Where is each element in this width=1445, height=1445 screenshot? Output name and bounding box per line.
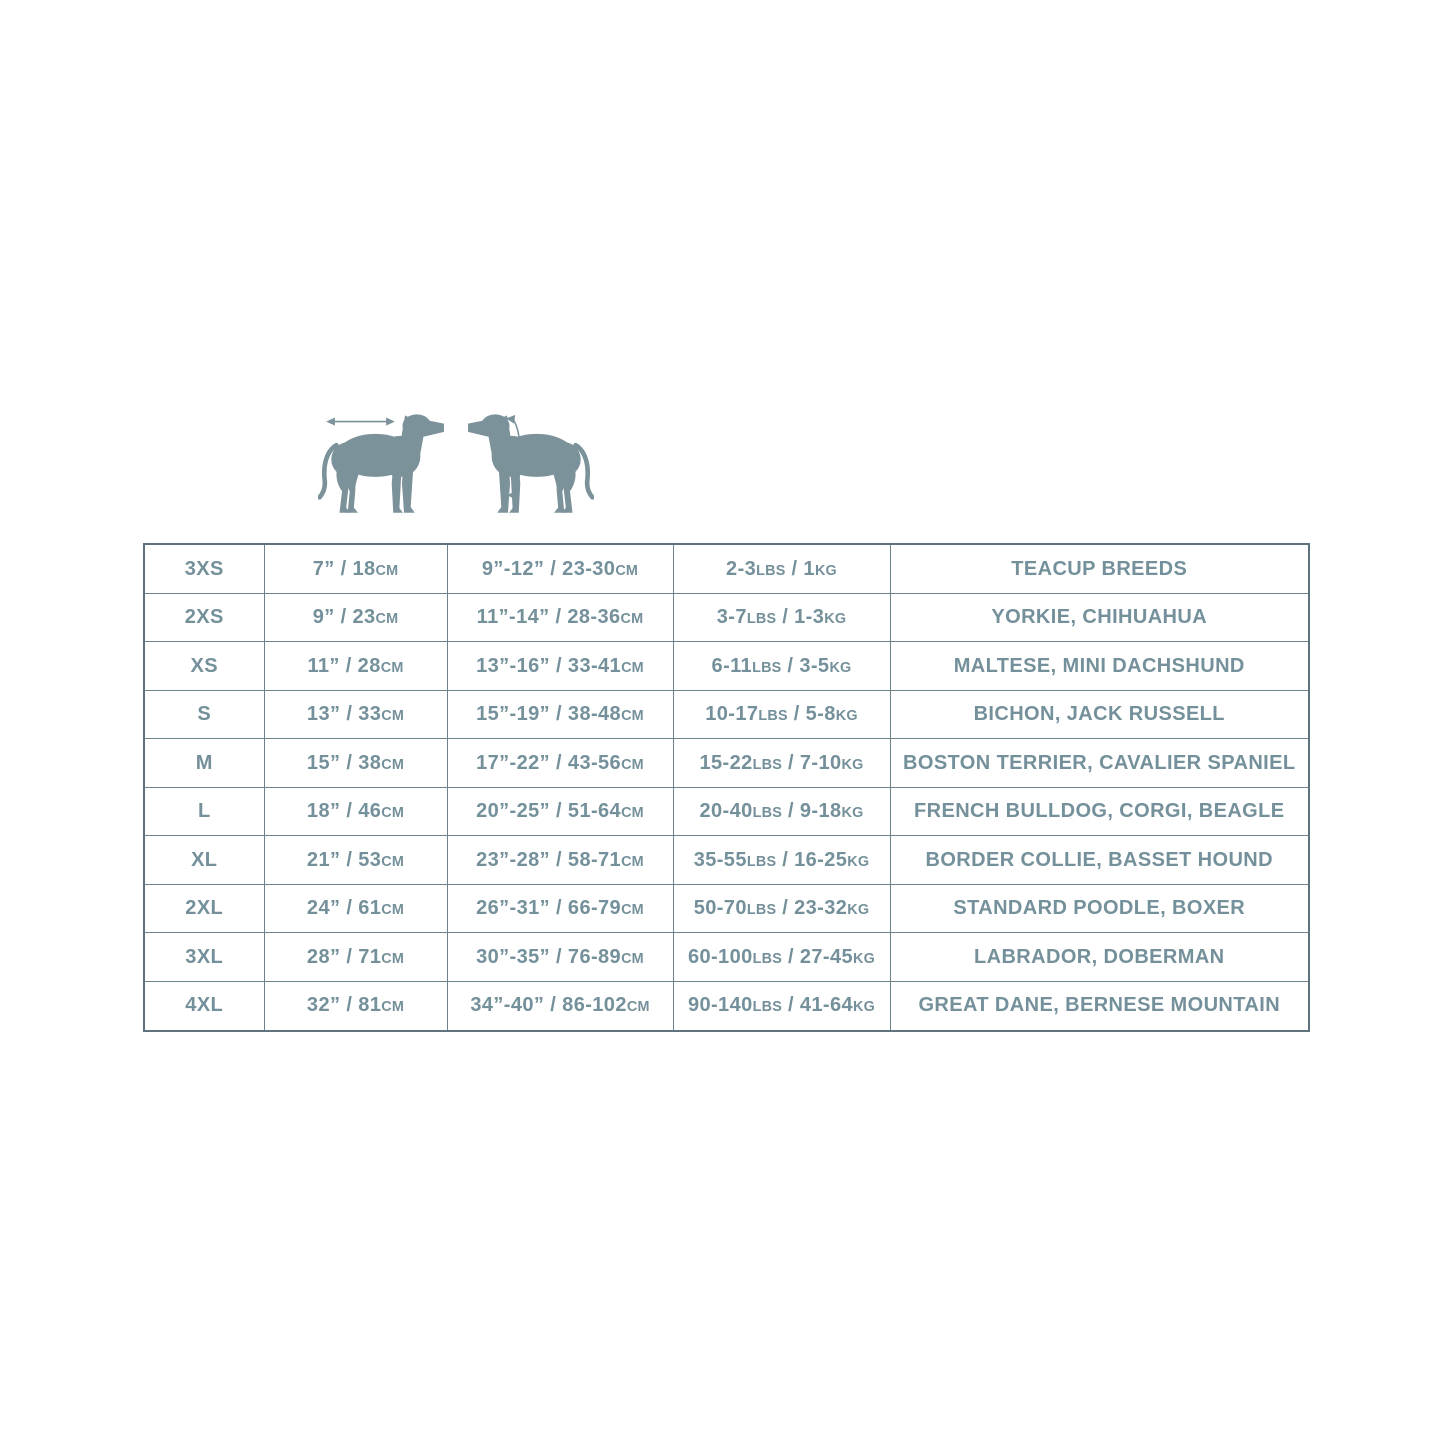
size-cell: XS [143,641,265,691]
back-length-cell: 18” / 46CM [263,786,448,837]
weight-cell: 10-17LBS / 5-8KG [672,689,891,740]
back-length-cell: 11” / 28CM [263,641,448,691]
back-length-cell: 13” / 33CM [263,689,448,740]
size-cell: 4XL [143,980,265,1032]
table-row: 2XL 24” / 61CM 26”-31” / 66-79CM 50-70LBS /… [143,883,1310,934]
breeds-cell: LABRADOR, DOBERMAN [889,932,1310,982]
dog-back-length-icon [318,414,444,513]
chest-girth-cell: 23”-28” / 58-71CM [446,835,674,885]
weight-cell: 60-100LBS / 27-45KG [672,932,891,982]
breeds-cell: STANDARD POODLE, BOXER [889,883,1310,934]
size-cell: XL [143,835,265,885]
girth-arrow-icon [505,414,522,500]
table-row: 2XS 9” / 23CM 11”-14” / 28-36CM 3-7LBS / 1-… [143,592,1310,643]
back-length-cell: 21” / 53CM [263,835,448,885]
size-cell: 2XL [143,883,265,934]
table-row: 3XL 28” / 71CM 30”-35” / 76-89CM 60-100LBS … [143,932,1310,982]
chest-girth-cell: 17”-22” / 43-56CM [446,738,674,788]
breeds-cell: FRENCH BULLDOG, CORGI, BEAGLE [889,786,1310,837]
back-length-cell: 24” / 61CM [263,883,448,934]
table-row: M 15” / 38CM 17”-22” / 43-56CM 15-22LBS / 7… [143,738,1310,788]
chest-girth-cell: 20”-25” / 51-64CM [446,786,674,837]
chest-girth-cell: 13”-16” / 33-41CM [446,641,674,691]
chest-girth-cell: 34”-40” / 86-102CM [446,980,674,1032]
back-length-arrow-icon [326,417,395,426]
measurement-diagram [318,402,594,522]
breeds-cell: MALTESE, MINI DACHSHUND [889,641,1310,691]
chest-girth-cell: 15”-19” / 38-48CM [446,689,674,740]
weight-cell: 20-40LBS / 9-18KG [672,786,891,837]
table-row: 4XL 32” / 81CM 34”-40” / 86-102CM 90-140LBS… [143,980,1310,1032]
size-cell: M [143,738,265,788]
weight-cell: 15-22LBS / 7-10KG [672,738,891,788]
weight-cell: 35-55LBS / 16-25KG [672,835,891,885]
breeds-cell: BOSTON TERRIER, CAVALIER SPANIEL [889,738,1310,788]
table-row: XS 11” / 28CM 13”-16” / 33-41CM 6-11LBS / 3… [143,641,1310,691]
size-cell: 3XS [143,543,265,594]
weight-cell: 3-7LBS / 1-3KG [672,592,891,643]
back-length-cell: 15” / 38CM [263,738,448,788]
size-cell: 2XS [143,592,265,643]
size-cell: S [143,689,265,740]
size-cell: L [143,786,265,837]
chest-girth-cell: 11”-14” / 28-36CM [446,592,674,643]
chest-girth-cell: 26”-31” / 66-79CM [446,883,674,934]
dog-size-table: 3XS 7” / 18CM 9”-12” / 23-30CM 2-3LBS / 1KG… [143,543,1310,1032]
dog-chest-girth-icon [468,414,594,513]
table-row: 3XS 7” / 18CM 9”-12” / 23-30CM 2-3LBS / 1KG… [143,543,1310,594]
table-row: S 13” / 33CM 15”-19” / 38-48CM 10-17LBS / 5… [143,689,1310,740]
chest-girth-cell: 9”-12” / 23-30CM [446,543,674,594]
size-table-body: 3XS 7” / 18CM 9”-12” / 23-30CM 2-3LBS / 1KG… [143,543,1310,1032]
table-row: XL 21” / 53CM 23”-28” / 58-71CM 35-55LBS / … [143,835,1310,885]
breeds-cell: YORKIE, CHIHUAHUA [889,592,1310,643]
breeds-cell: BICHON, JACK RUSSELL [889,689,1310,740]
size-cell: 3XL [143,932,265,982]
back-length-cell: 9” / 23CM [263,592,448,643]
weight-cell: 90-140LBS / 41-64KG [672,980,891,1032]
back-length-cell: 7” / 18CM [263,543,448,594]
table-row: L 18” / 46CM 20”-25” / 51-64CM 20-40LBS / 9… [143,786,1310,837]
weight-cell: 50-70LBS / 23-32KG [672,883,891,934]
breeds-cell: TEACUP BREEDS [889,543,1310,594]
breeds-cell: BORDER COLLIE, BASSET HOUND [889,835,1310,885]
back-length-cell: 28” / 71CM [263,932,448,982]
weight-cell: 2-3LBS / 1KG [672,543,891,594]
breeds-cell: GREAT DANE, BERNESE MOUNTAIN [889,980,1310,1032]
weight-cell: 6-11LBS / 3-5KG [672,641,891,691]
back-length-cell: 32” / 81CM [263,980,448,1032]
chest-girth-cell: 30”-35” / 76-89CM [446,932,674,982]
